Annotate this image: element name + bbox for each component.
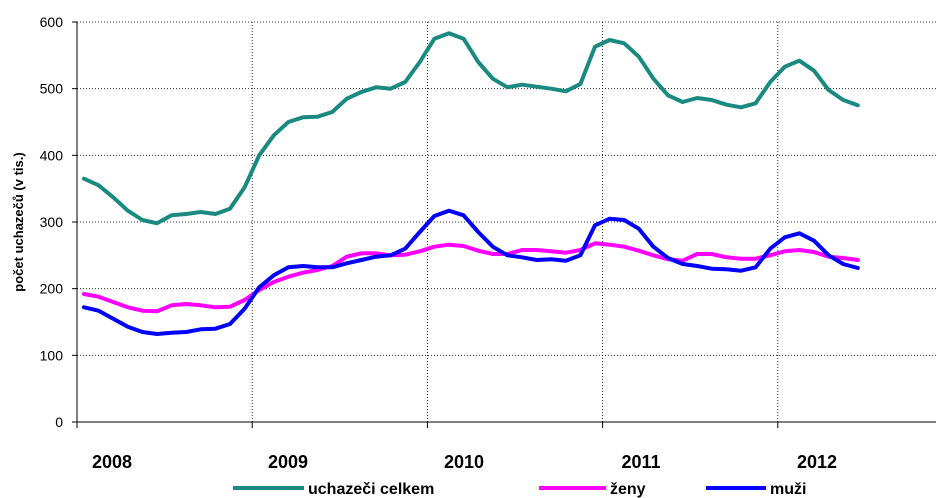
- series-line-3: [82, 208, 860, 336]
- series-line-2: [82, 241, 860, 314]
- series-group: [82, 31, 860, 336]
- y-axis-label: počet uchazečů (v tis.): [11, 152, 26, 291]
- legend-label-2: ženy: [610, 481, 646, 498]
- y-tick-label: 600: [40, 14, 64, 30]
- y-tick-labels: 0 100 200 300 400 500 600: [40, 14, 64, 430]
- y-tick-label: 100: [40, 347, 64, 363]
- x-tick-label: 2010: [444, 452, 484, 472]
- x-tick-labels: 2008 2009 2010 2011 2012: [92, 452, 837, 472]
- x-tick-label: 2012: [797, 452, 837, 472]
- y-tick-label: 300: [40, 214, 64, 230]
- y-tick-label: 500: [40, 81, 64, 97]
- legend-label-1: uchazeči celkem: [308, 481, 434, 498]
- x-tick-label: 2008: [92, 452, 132, 472]
- y-tick-label: 200: [40, 281, 64, 297]
- series-line-1: [82, 31, 860, 226]
- x-tick-label: 2011: [621, 452, 660, 472]
- legend-label-3: muži: [770, 481, 806, 498]
- axes: [72, 21, 936, 428]
- y-tick-label: 400: [40, 147, 64, 163]
- legend: uchazeči celkem ženy muži: [233, 481, 806, 498]
- y-tick-label: 0: [55, 414, 63, 430]
- x-tick-label: 2009: [268, 452, 308, 472]
